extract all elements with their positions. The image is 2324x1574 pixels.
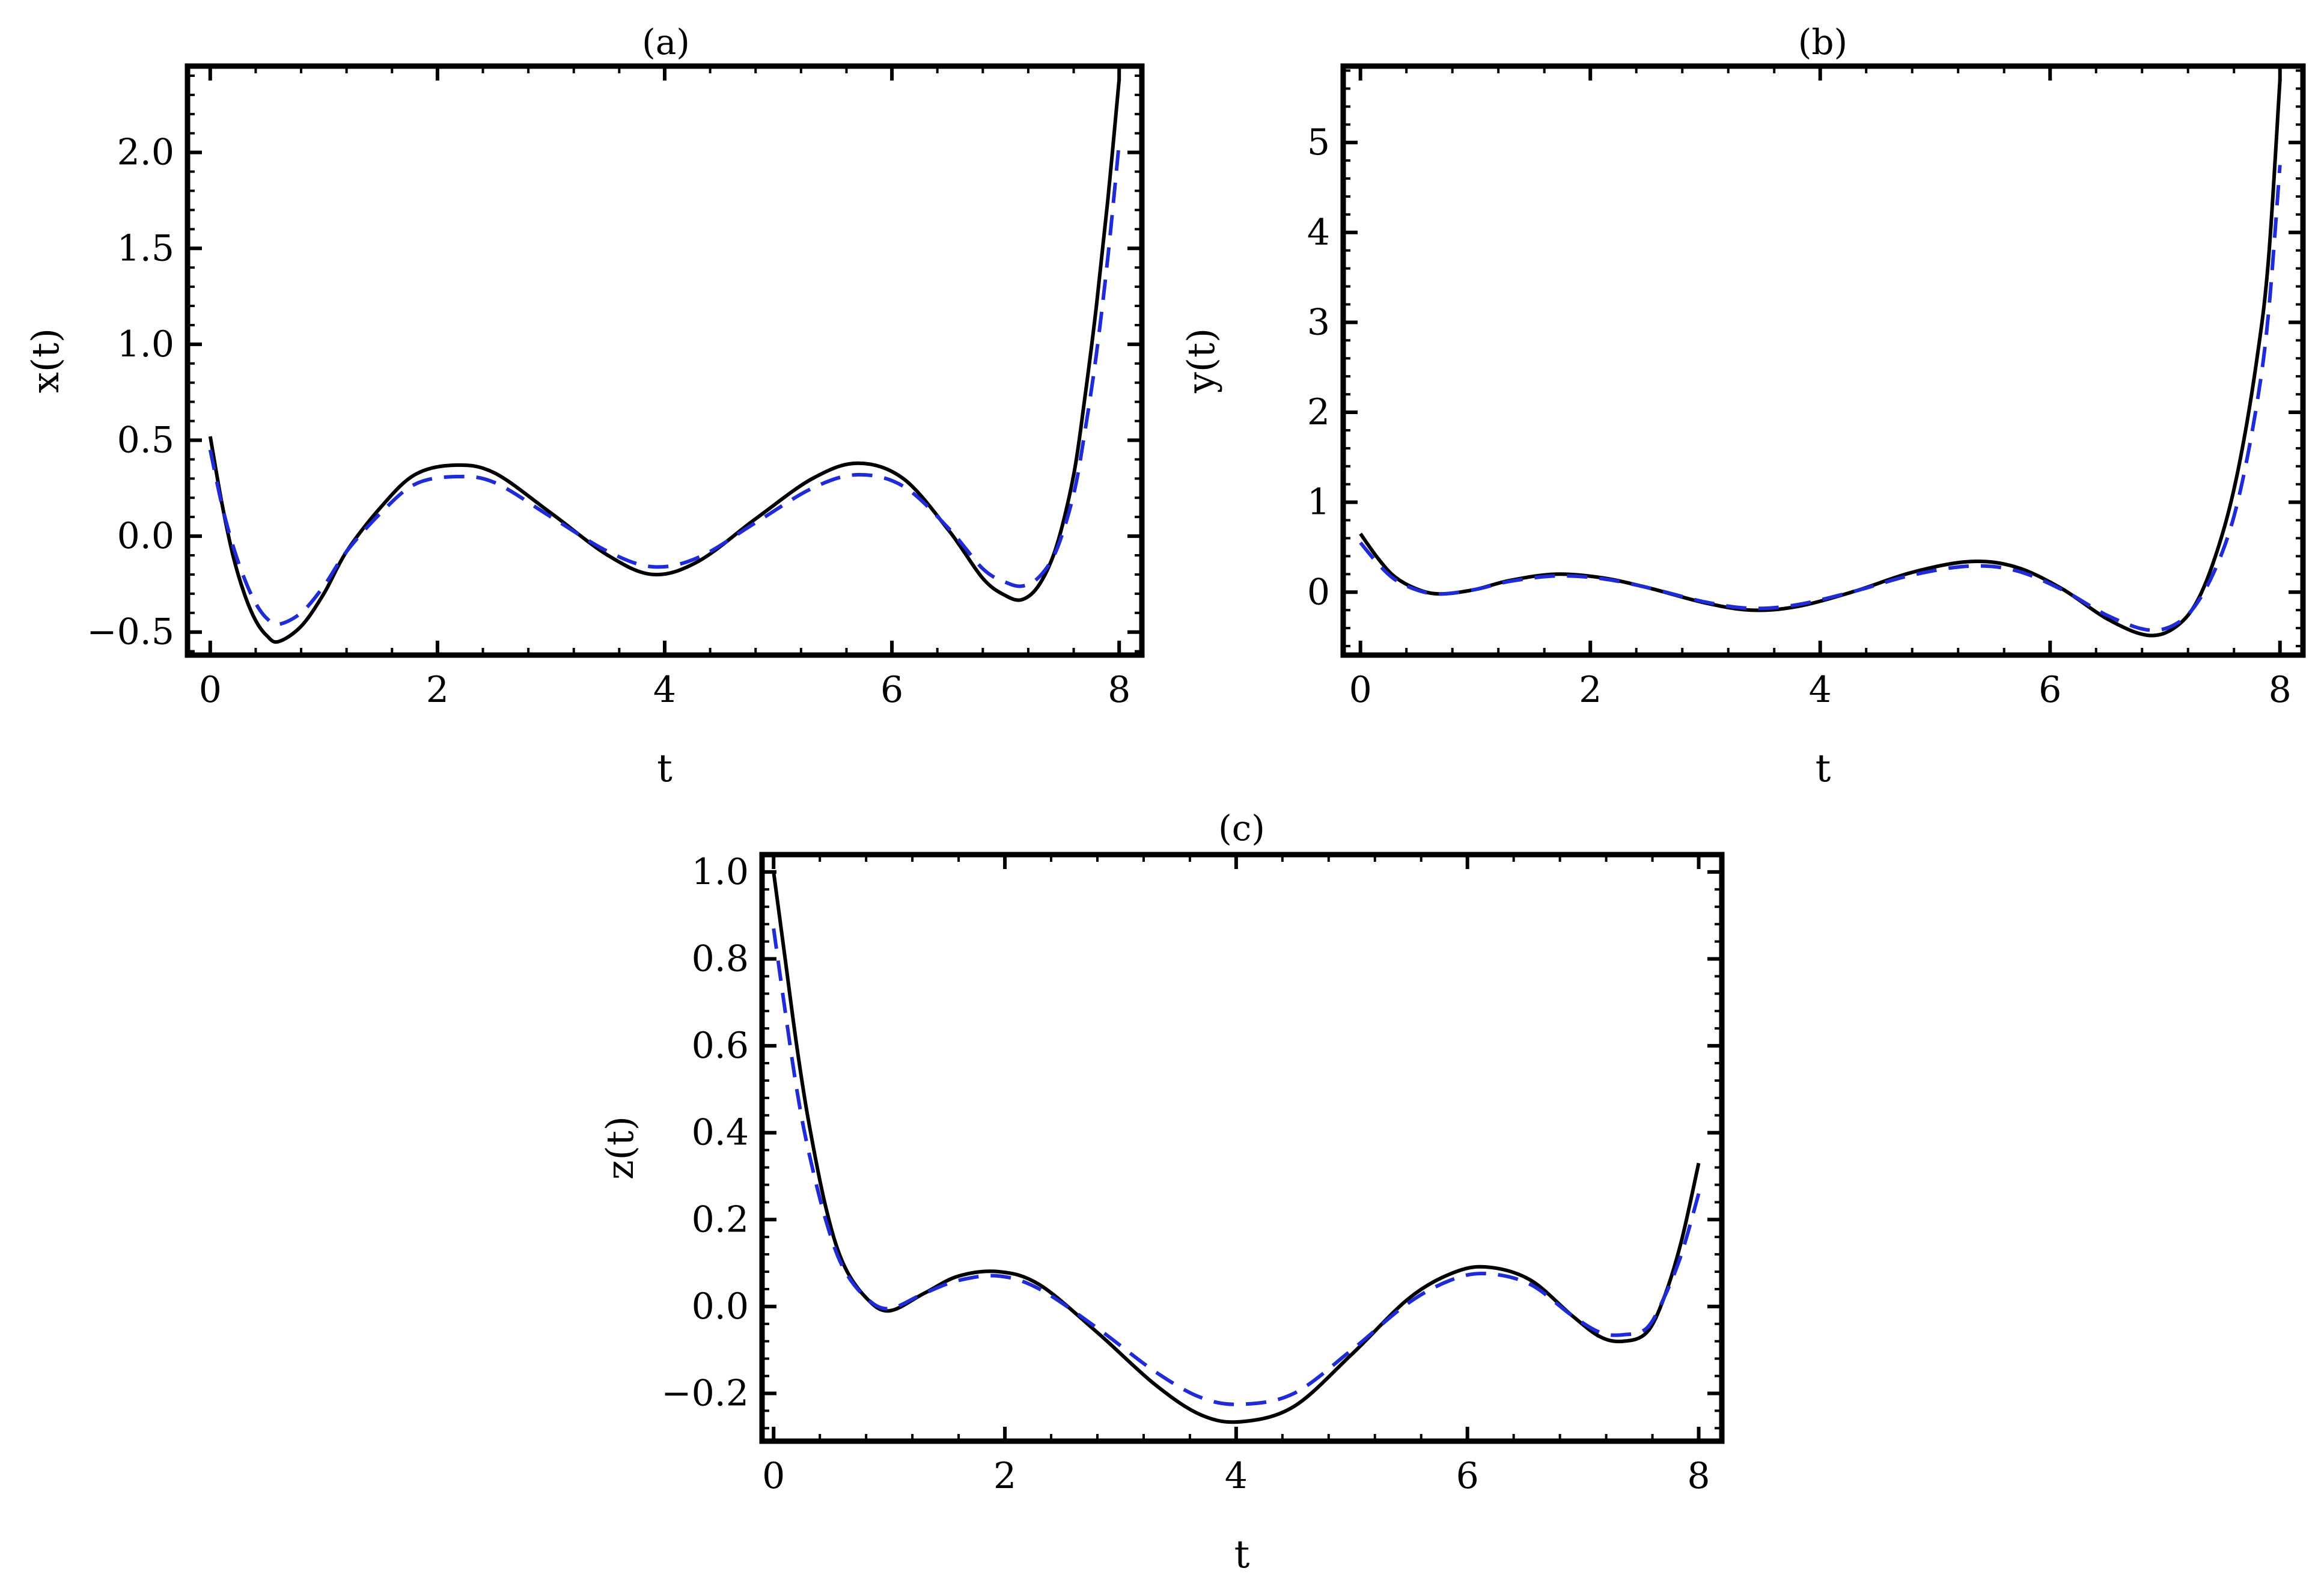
panel-title: (b) [1798,22,1847,63]
y-tick-label: 0.0 [692,1286,749,1328]
panel-c: 0 2 4 6 8 −0.2 0.0 0.2 0.4 0.6 0.8 1.0 (c) t z(t) [598,808,1725,1574]
series-group [208,79,1121,644]
x-tick-label: 8 [2269,669,2292,711]
major-ticks [1343,66,2303,655]
major-ticks [188,66,1142,655]
series-line-dashed [1359,165,2282,632]
x-tick-label: 0 [199,669,222,711]
y-tick-label: 2.0 [117,132,174,174]
y-tick-label: 1 [1307,481,1330,523]
x-axis-label: t [657,746,672,791]
minor-ticks [1343,66,2303,655]
y-tick-label: 0.8 [692,938,749,980]
minor-ticks [762,853,1722,1441]
series-line-solid [772,871,1701,1424]
x-axis-label: t [1234,1533,1250,1574]
y-axis-label: y(t) [1179,328,1223,394]
y-tick-label: 0.0 [117,515,174,557]
panel-title: (a) [642,22,690,63]
x-tick-label: 0 [762,1455,785,1497]
plot-frame [1340,63,2306,658]
y-tick-label: 2 [1307,391,1330,433]
y-tick-label: 4 [1307,212,1330,254]
y-tick-label: 1.0 [117,323,174,365]
series-line-solid [208,79,1121,644]
series-group [1359,79,2282,638]
plot-frame [759,852,1725,1444]
y-tick-label: 0 [1307,571,1330,613]
x-tick-label: 8 [1687,1455,1710,1497]
x-tick-label: 4 [1225,1455,1248,1497]
y-axis-label: z(t) [598,1116,642,1180]
y-tick-label: 3 [1307,301,1330,343]
y-axis-label: x(t) [23,328,67,393]
y-tick-label: −0.5 [87,611,174,653]
series-line-solid [1359,79,2282,638]
x-tick-label: 2 [426,669,449,711]
series-group [772,871,1701,1424]
y-tick-label: 1.5 [117,227,174,269]
series-line-dashed [208,142,1121,627]
x-tick-label: 0 [1349,669,1372,711]
y-tick-label: −0.2 [661,1372,749,1414]
x-tick-label: 2 [1579,669,1602,711]
panel-b: 0 2 4 6 8 0 1 2 3 4 5 (b) t y(t) [1179,22,2306,791]
x-tick-label: 6 [1456,1455,1479,1497]
x-axis-label: t [1816,746,1831,791]
x-tick-label: 4 [653,669,676,711]
panel-title: (c) [1218,808,1265,849]
y-tick-label: 1.0 [692,851,749,893]
x-tick-label: 8 [1108,669,1130,711]
x-tick-label: 2 [993,1455,1016,1497]
y-tick-label: 5 [1307,121,1330,163]
y-tick-label: 0.4 [692,1112,749,1154]
x-tick-label: 4 [1809,669,1832,711]
y-tick-label: 0.2 [692,1198,749,1240]
major-ticks [762,855,1722,1441]
x-tick-label: 6 [880,669,903,711]
panel-a: 0 2 4 6 8 −0.5 0.0 0.5 1.0 1.5 2.0 (a) t x(t) [23,22,1145,791]
y-tick-label: 0.5 [117,419,174,461]
series-line-dashed [772,928,1701,1406]
y-tick-label: 0.6 [692,1025,749,1067]
x-tick-label: 6 [2039,669,2061,711]
